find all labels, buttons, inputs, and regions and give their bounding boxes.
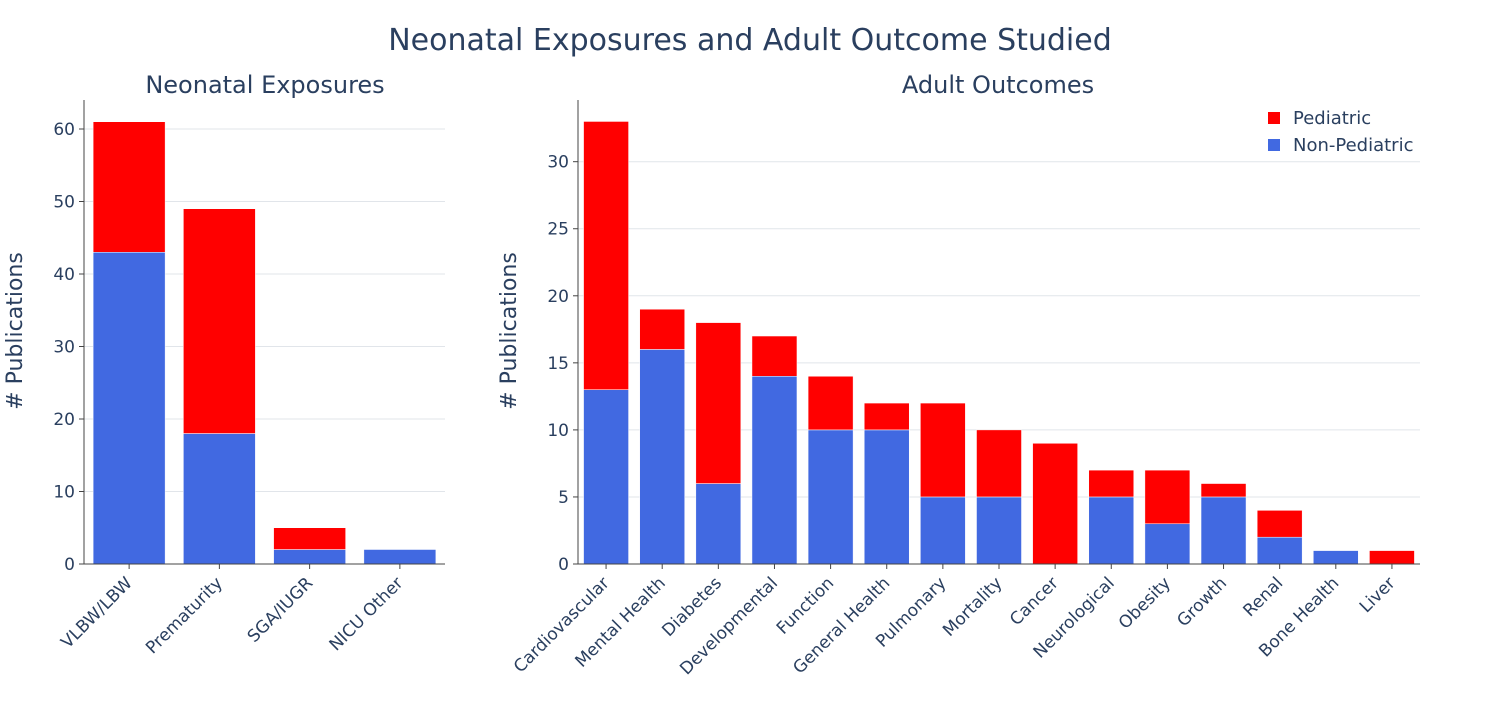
legend-label-pediatric[interactable]: Pediatric bbox=[1293, 108, 1371, 129]
y-tick-label: 15 bbox=[547, 354, 569, 374]
bar-non-pediatric-diabetes[interactable] bbox=[695, 483, 742, 565]
panel-neonatal-exposures: Neonatal Exposures # Publications 0 10 20 3… bbox=[3, 71, 445, 658]
panel-adult-outcomes: Adult Outcomes # Publications 0 5 10 15 20 25… bbox=[497, 71, 1420, 679]
bar-non-pediatric-growth[interactable] bbox=[1200, 496, 1247, 565]
bar-non-pediatric-renal[interactable] bbox=[1256, 536, 1303, 565]
x-tick-label: General Health bbox=[789, 573, 894, 678]
x-tick-label: VLBW/LBW bbox=[57, 573, 136, 652]
bar-pediatric-vlbw-lbw[interactable] bbox=[92, 121, 166, 253]
panel-title-neonatal-exposures: Neonatal Exposures bbox=[145, 71, 384, 99]
bar-pediatric-mental-health[interactable] bbox=[639, 308, 685, 350]
bar-pediatric-cardiovascular[interactable] bbox=[583, 121, 629, 390]
bar-pediatric-liver[interactable] bbox=[1369, 550, 1415, 565]
bar-non-pediatric-pulmonary[interactable] bbox=[920, 496, 966, 565]
y-axis-label-adult-outcomes: # Publications bbox=[497, 252, 522, 410]
plot-area-neonatal-exposures: 0 10 20 30 40 50 60 VLBW/LBW Prematurity SGA/IUGR… bbox=[53, 100, 445, 658]
bar-non-pediatric-vlbw-lbw[interactable] bbox=[92, 252, 166, 565]
y-tick-label: 25 bbox=[547, 220, 569, 240]
bar-pediatric-growth[interactable] bbox=[1200, 483, 1247, 498]
x-tick-label: SGA/IUGR bbox=[244, 573, 318, 647]
x-tick-label: Liver bbox=[1356, 573, 1400, 617]
bar-pediatric-neurological[interactable] bbox=[1088, 469, 1135, 498]
x-tick-label: Obesity bbox=[1115, 573, 1175, 633]
bar-pediatric-mortality[interactable] bbox=[976, 429, 1022, 498]
y-axis-label-neonatal-exposures: # Publications bbox=[3, 252, 28, 410]
y-tick-label: 30 bbox=[53, 338, 75, 358]
bar-pediatric-prematurity[interactable] bbox=[183, 208, 256, 434]
x-tick-label: Prematurity bbox=[142, 573, 227, 658]
x-tick-label: NICU Other bbox=[326, 573, 408, 655]
bar-pediatric-general-health[interactable] bbox=[863, 402, 910, 431]
bar-non-pediatric-nicu-other[interactable] bbox=[363, 549, 437, 565]
y-tick-label: 5 bbox=[558, 488, 569, 508]
x-tick-label: Mortality bbox=[939, 573, 1006, 640]
bar-non-pediatric-sga-iugr[interactable] bbox=[273, 549, 346, 565]
legend-label-non-pediatric[interactable]: Non-Pediatric bbox=[1293, 135, 1413, 156]
panel-title-adult-outcomes: Adult Outcomes bbox=[902, 71, 1094, 99]
y-tick-label: 60 bbox=[53, 120, 75, 140]
y-tick-label: 40 bbox=[53, 265, 75, 285]
legend-swatch-pediatric bbox=[1268, 112, 1280, 124]
bar-pediatric-function[interactable] bbox=[807, 376, 854, 431]
y-tick-label: 20 bbox=[53, 410, 75, 430]
bar-non-pediatric-mortality[interactable] bbox=[976, 496, 1022, 565]
y-tick-label: 30 bbox=[547, 153, 569, 173]
bar-pediatric-renal[interactable] bbox=[1256, 510, 1303, 538]
bar-non-pediatric-function[interactable] bbox=[807, 429, 854, 565]
bar-pediatric-diabetes[interactable] bbox=[695, 322, 742, 484]
bar-non-pediatric-cardiovascular[interactable] bbox=[583, 389, 629, 565]
bar-pediatric-pulmonary[interactable] bbox=[920, 402, 966, 498]
bar-non-pediatric-obesity[interactable] bbox=[1144, 523, 1191, 565]
y-tick-label: 50 bbox=[53, 193, 75, 213]
bar-non-pediatric-mental-health[interactable] bbox=[639, 349, 685, 565]
y-tick-label: 10 bbox=[547, 421, 569, 441]
bar-pediatric-cancer[interactable] bbox=[1032, 443, 1078, 565]
y-tick-label: 20 bbox=[547, 287, 569, 307]
legend-swatch-non-pediatric bbox=[1268, 139, 1280, 151]
bar-pediatric-sga-iugr[interactable] bbox=[273, 527, 346, 550]
bar-non-pediatric-developmental[interactable] bbox=[751, 376, 798, 565]
figure-title: Neonatal Exposures and Adult Outcome Stu… bbox=[388, 23, 1112, 58]
x-tick-label: Renal bbox=[1240, 573, 1288, 621]
bar-pediatric-developmental[interactable] bbox=[751, 335, 798, 377]
bar-non-pediatric-prematurity[interactable] bbox=[183, 433, 256, 565]
bar-non-pediatric-general-health[interactable] bbox=[863, 429, 910, 565]
legend[interactable]: Pediatric Non-Pediatric bbox=[1268, 108, 1413, 156]
bar-non-pediatric-bone-health[interactable] bbox=[1313, 550, 1359, 565]
x-tick-label: Developmental bbox=[676, 573, 782, 679]
x-tick-label: Cancer bbox=[1006, 573, 1062, 629]
x-tick-label: Cardiovascular bbox=[510, 573, 614, 677]
bar-pediatric-obesity[interactable] bbox=[1144, 469, 1191, 525]
y-tick-label: 10 bbox=[53, 483, 75, 503]
bar-non-pediatric-neurological[interactable] bbox=[1088, 496, 1135, 565]
y-tick-label: 0 bbox=[64, 555, 75, 575]
y-tick-label: 0 bbox=[558, 555, 569, 575]
x-tick-label: Growth bbox=[1173, 573, 1231, 631]
